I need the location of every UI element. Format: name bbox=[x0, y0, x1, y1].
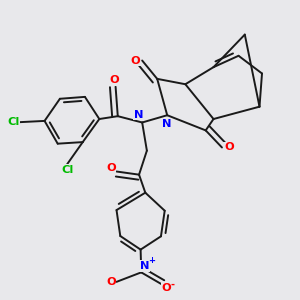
Text: N: N bbox=[134, 110, 143, 120]
Text: O: O bbox=[130, 56, 140, 65]
Text: Cl: Cl bbox=[61, 165, 74, 175]
Text: N: N bbox=[140, 261, 149, 271]
Text: O: O bbox=[106, 277, 116, 287]
Text: N: N bbox=[163, 119, 172, 129]
Text: Cl: Cl bbox=[7, 117, 20, 127]
Text: O: O bbox=[106, 163, 116, 173]
Text: -: - bbox=[171, 280, 175, 290]
Text: O: O bbox=[224, 142, 234, 152]
Text: +: + bbox=[148, 256, 155, 265]
Text: O: O bbox=[162, 283, 172, 292]
Text: O: O bbox=[109, 75, 119, 85]
